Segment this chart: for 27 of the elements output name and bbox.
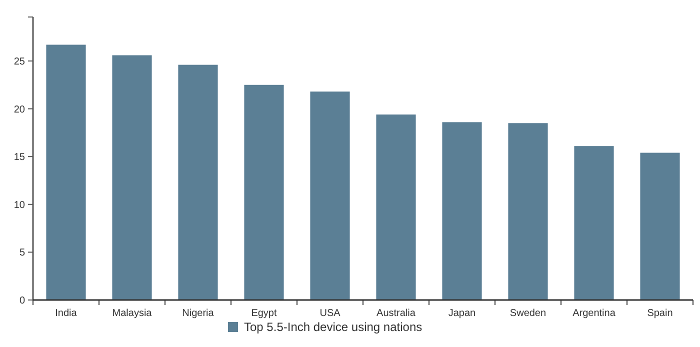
x-tick-label: Egypt bbox=[251, 308, 278, 319]
y-tick-label: 10 bbox=[14, 200, 26, 211]
x-tick-label: Australia bbox=[376, 308, 416, 319]
bar bbox=[244, 84, 284, 300]
bar bbox=[574, 146, 614, 300]
bar bbox=[310, 92, 350, 300]
x-tick-label: Sweden bbox=[510, 308, 546, 319]
bar bbox=[178, 64, 218, 300]
x-tick-label: Argentina bbox=[572, 308, 616, 319]
bar bbox=[442, 122, 482, 300]
x-tick-label: USA bbox=[320, 308, 341, 319]
y-tick-label: 15 bbox=[14, 152, 26, 164]
legend-label: Top 5.5-Inch device using nations bbox=[244, 320, 422, 334]
y-tick-label: 20 bbox=[14, 104, 26, 116]
x-tick-label: India bbox=[55, 308, 78, 319]
bar bbox=[112, 55, 152, 300]
x-tick-label: Spain bbox=[647, 308, 673, 319]
x-tick-label: Nigeria bbox=[182, 308, 214, 319]
x-tick-label: Malaysia bbox=[112, 308, 152, 319]
bar bbox=[640, 152, 680, 300]
bar bbox=[46, 44, 86, 300]
y-tick-label: 0 bbox=[19, 296, 26, 306]
x-tick-label: Japan bbox=[448, 308, 476, 319]
bar bbox=[376, 114, 416, 300]
y-tick-label: 25 bbox=[14, 56, 26, 68]
bar bbox=[508, 123, 548, 300]
y-tick-label: 5 bbox=[19, 248, 26, 259]
